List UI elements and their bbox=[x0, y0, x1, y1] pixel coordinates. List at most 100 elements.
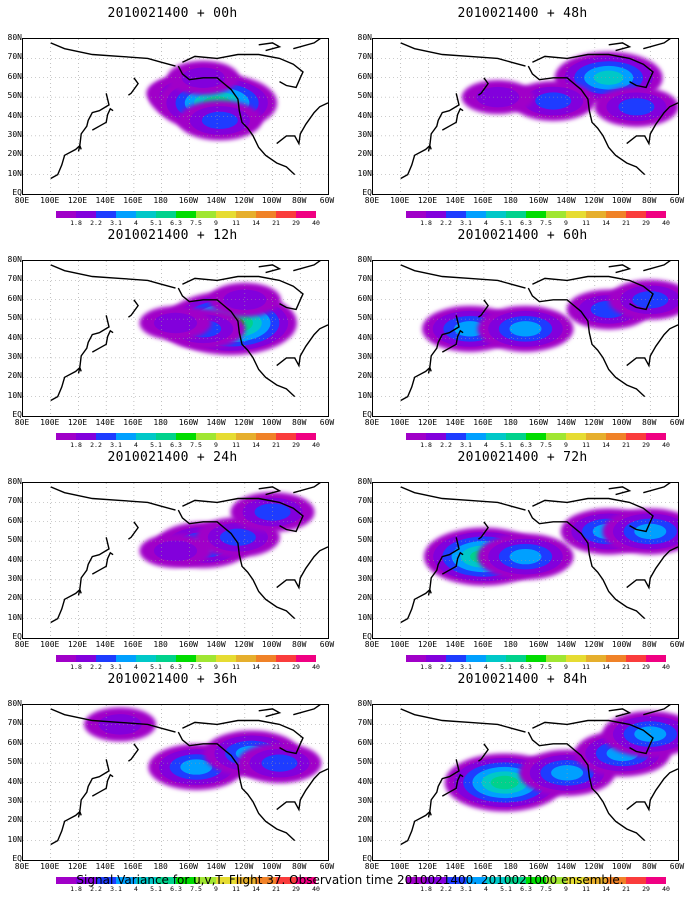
colorbar-swatch bbox=[236, 433, 256, 440]
colorbar-swatch bbox=[646, 655, 666, 662]
x-tick-label: 140W bbox=[206, 640, 226, 649]
coastline bbox=[527, 65, 646, 176]
y-tick-label: 40N bbox=[7, 554, 22, 564]
colorbar-label: 3.1 bbox=[460, 885, 472, 893]
colorbar-swatch bbox=[446, 877, 466, 884]
x-tick-label: 80W bbox=[292, 418, 307, 427]
x-tick-label: 80W bbox=[642, 640, 657, 649]
colorbar-swatch bbox=[96, 877, 116, 884]
coastline bbox=[400, 42, 526, 67]
colorbar-label: 11 bbox=[582, 219, 590, 227]
colorbar-label: 6.3 bbox=[170, 219, 182, 227]
x-tick-label: 80E bbox=[364, 418, 380, 427]
signal-contour bbox=[535, 92, 572, 110]
x-tick-label: 180 bbox=[503, 196, 518, 205]
colorbar-swatch bbox=[466, 655, 486, 662]
map-plot-area bbox=[22, 260, 329, 417]
colorbar-label: 21 bbox=[272, 219, 280, 227]
panel-title: 2010021400 + 12h bbox=[107, 228, 238, 243]
signal-contour bbox=[490, 775, 519, 790]
coastline bbox=[91, 107, 114, 131]
colorbar-swatch bbox=[566, 877, 586, 884]
y-tick-label: EQ bbox=[12, 632, 22, 641]
signal-contour bbox=[153, 312, 198, 334]
coastline bbox=[177, 509, 296, 620]
coastline bbox=[127, 521, 139, 540]
signal-contour bbox=[254, 503, 291, 521]
colorbar-swatch bbox=[586, 877, 606, 884]
colorbar-label: 40 bbox=[662, 441, 670, 449]
colorbar-swatch bbox=[426, 433, 446, 440]
colorbar-label: 11 bbox=[582, 885, 590, 893]
colorbar-label: 1.8 bbox=[70, 441, 82, 449]
x-tick-label: 60W bbox=[319, 862, 335, 871]
x-tick-label: 160W bbox=[178, 418, 198, 427]
colorbar-label: 14 bbox=[252, 441, 260, 449]
colorbar-swatch bbox=[56, 655, 76, 662]
coastline bbox=[643, 705, 671, 716]
x-tick-label: 160W bbox=[528, 196, 548, 205]
colorbar-label: 29 bbox=[642, 885, 650, 893]
x-tick-label: 120E bbox=[67, 862, 88, 871]
coastline bbox=[532, 275, 654, 311]
coastline bbox=[400, 759, 460, 846]
colorbar-label: 9 bbox=[214, 219, 218, 227]
y-tick-label: 20N bbox=[7, 593, 22, 603]
x-tick-label: 100E bbox=[40, 418, 60, 427]
y-tick-label: 60N bbox=[357, 71, 372, 81]
x-tick-label: 140W bbox=[556, 196, 576, 205]
x-tick-label: 160E bbox=[123, 862, 143, 871]
panel-title: 2010021400 + 60h bbox=[457, 228, 588, 243]
coastline bbox=[91, 329, 114, 353]
x-tick-label: 140E bbox=[95, 418, 115, 427]
x-tick-label: 80E bbox=[14, 418, 30, 427]
x-tick-label: 80W bbox=[642, 862, 657, 871]
x-tick-label: 140E bbox=[95, 640, 115, 649]
colorbar-swatch bbox=[526, 433, 546, 440]
map-panel: 2010021400 + 12h 80N 70N 60N 50N 40N 30N 20N 10N… bbox=[0, 222, 345, 449]
coastline bbox=[626, 324, 678, 368]
colorbar bbox=[56, 211, 316, 218]
colorbar-swatch bbox=[56, 433, 76, 440]
x-tick-label: 120W bbox=[234, 640, 254, 649]
y-tick-label: 10N bbox=[357, 834, 372, 844]
coastline bbox=[477, 77, 489, 96]
x-tick-label: 140E bbox=[445, 418, 465, 427]
coastline bbox=[293, 483, 321, 494]
coastline bbox=[477, 743, 489, 762]
coastline bbox=[400, 486, 526, 511]
colorbar-label: 29 bbox=[292, 441, 300, 449]
colorbar-label: 2.2 bbox=[90, 441, 102, 449]
colorbar-swatch bbox=[76, 211, 96, 218]
x-tick-label: 120W bbox=[584, 418, 604, 427]
x-tick-label: 140W bbox=[556, 862, 576, 871]
colorbar-label: 3.1 bbox=[110, 663, 122, 671]
y-tick-label: 30N bbox=[7, 795, 22, 805]
colorbar-label: 14 bbox=[252, 663, 260, 671]
signal-contour bbox=[223, 289, 267, 310]
colorbar-label: 4 bbox=[484, 885, 488, 893]
colorbar-swatch bbox=[626, 877, 646, 884]
x-tick-label: 160W bbox=[528, 418, 548, 427]
x-tick-label: 100W bbox=[611, 640, 632, 649]
y-tick-label: 80N bbox=[7, 33, 22, 42]
colorbar-swatch bbox=[406, 211, 426, 218]
y-tick-label: 40N bbox=[7, 776, 22, 786]
colorbar-swatch bbox=[236, 655, 256, 662]
colorbar-label: 21 bbox=[272, 663, 280, 671]
coastline bbox=[91, 551, 114, 575]
coastline bbox=[182, 497, 304, 533]
colorbar-label: 2.2 bbox=[90, 663, 102, 671]
colorbar-swatch bbox=[526, 877, 546, 884]
colorbar-label: 29 bbox=[642, 219, 650, 227]
colorbar-label: 11 bbox=[582, 441, 590, 449]
y-tick-label: EQ bbox=[362, 632, 372, 641]
y-tick-label: 40N bbox=[357, 332, 372, 342]
colorbar-swatch bbox=[256, 655, 276, 662]
colorbar-label: 9 bbox=[214, 663, 218, 671]
x-tick-label: 120E bbox=[417, 196, 438, 205]
x-tick-label: 140W bbox=[206, 196, 226, 205]
colorbar-swatch bbox=[136, 211, 156, 218]
panel-title: 2010021400 + 00h bbox=[107, 6, 238, 21]
coastline bbox=[182, 719, 304, 755]
